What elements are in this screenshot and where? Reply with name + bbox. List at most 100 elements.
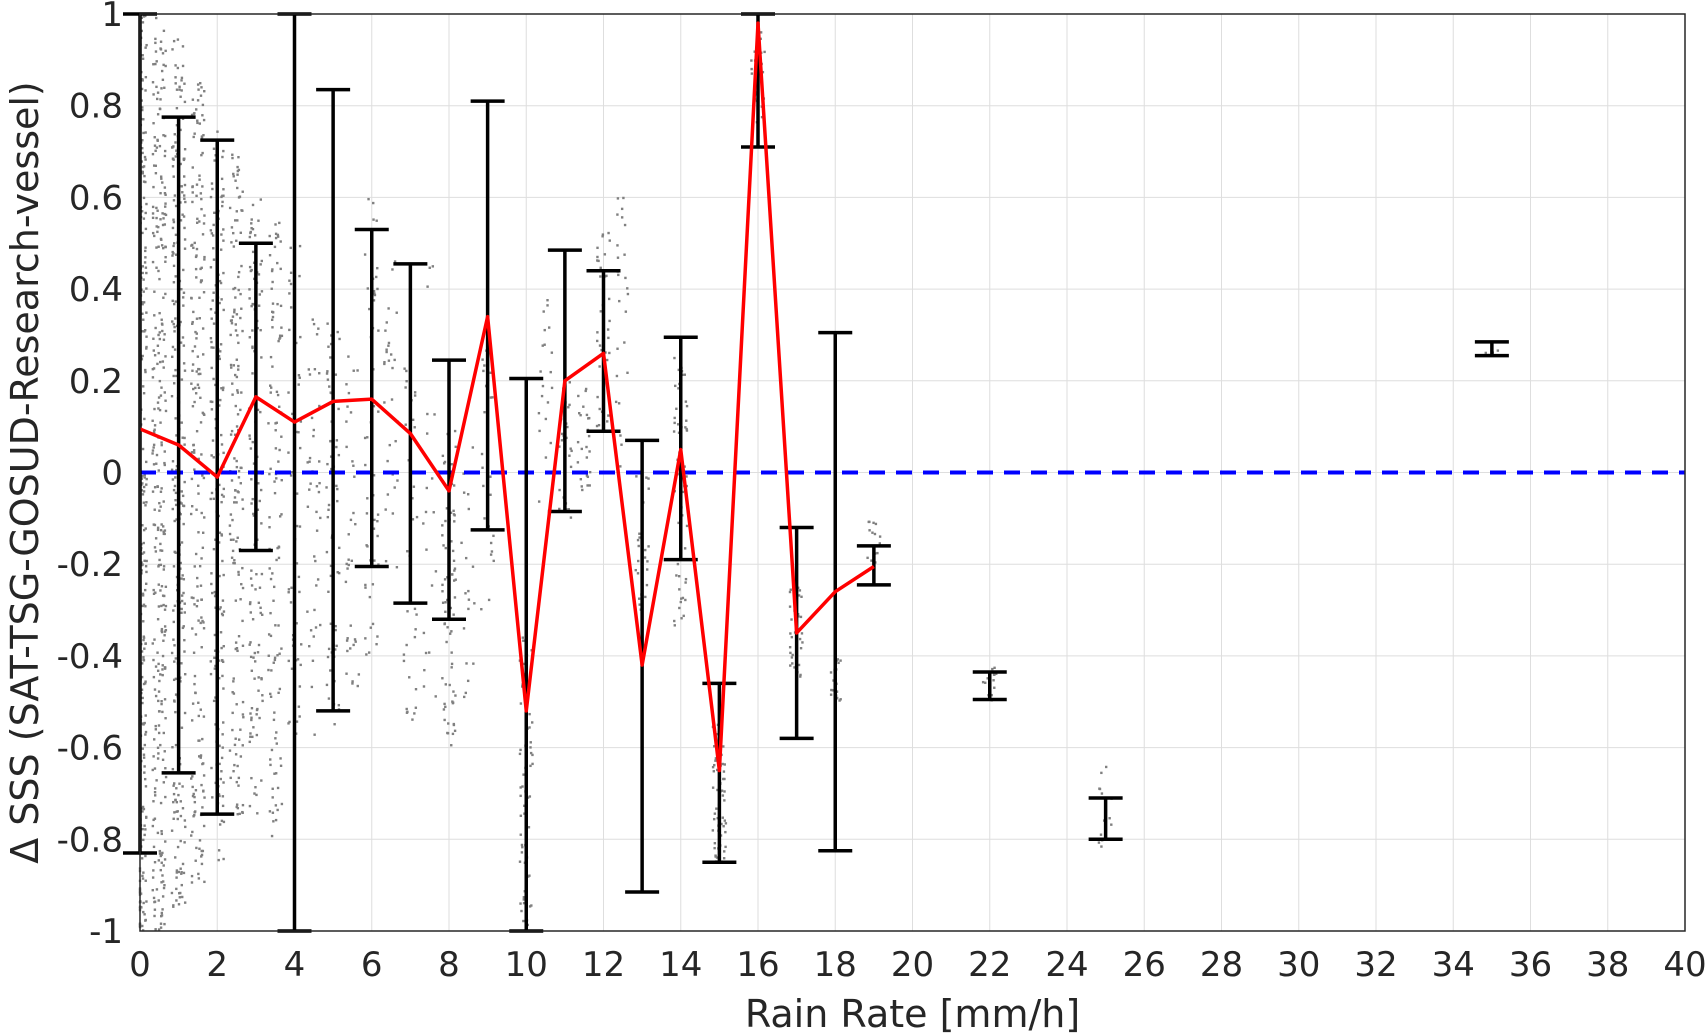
scatter-point <box>522 898 525 901</box>
scatter-point <box>154 50 158 53</box>
scatter-point <box>159 922 163 925</box>
scatter-point <box>172 374 175 378</box>
scatter-point <box>197 372 200 376</box>
scatter-point <box>157 859 161 862</box>
scatter-point <box>142 15 146 18</box>
scatter-point <box>349 647 352 650</box>
scatter-point <box>644 595 647 599</box>
scatter-point <box>202 774 206 777</box>
scatter-point <box>318 460 321 463</box>
scatter-point <box>685 404 689 408</box>
scatter-point <box>143 155 147 159</box>
scatter-point <box>760 115 764 119</box>
scatter-point <box>142 635 145 638</box>
scatter-point <box>1099 833 1103 836</box>
scatter-point <box>239 466 242 469</box>
scatter-point <box>154 794 157 797</box>
scatter-point <box>673 619 676 623</box>
scatter-point <box>299 420 303 423</box>
x-tick-label: 36 <box>1509 945 1552 985</box>
scatter-point <box>174 498 177 502</box>
scatter-point <box>202 762 205 765</box>
scatter-point <box>210 366 213 370</box>
scatter-point <box>387 307 390 310</box>
scatter-point <box>160 318 163 321</box>
scatter-point <box>182 504 185 507</box>
scatter-point <box>190 596 194 599</box>
scatter-point <box>600 348 603 352</box>
scatter-point <box>195 247 199 251</box>
scatter-point <box>442 544 445 547</box>
scatter-point <box>763 50 766 54</box>
scatter-point <box>141 552 144 555</box>
scatter-point <box>453 514 456 517</box>
scatter-point <box>221 559 224 563</box>
scatter-point <box>140 301 144 304</box>
scatter-point <box>142 290 145 293</box>
scatter-point <box>175 149 178 152</box>
scatter-point <box>520 843 524 847</box>
scatter-point <box>471 565 475 568</box>
scatter-point <box>209 337 213 340</box>
scatter-point <box>679 600 682 604</box>
scatter-point <box>308 373 312 376</box>
scatter-point <box>141 21 145 24</box>
scatter-point <box>272 599 275 602</box>
scatter-point <box>153 817 157 820</box>
scatter-point <box>616 244 619 247</box>
scatter-point <box>452 690 455 693</box>
scatter-point <box>626 287 629 290</box>
scatter-point <box>402 653 406 656</box>
scatter-point <box>173 644 176 647</box>
scatter-point <box>179 95 182 98</box>
scatter-point <box>220 659 224 662</box>
scatter-point <box>414 688 418 691</box>
scatter-point <box>153 767 157 770</box>
scatter-point <box>198 122 202 125</box>
scatter-point <box>173 699 176 702</box>
scatter-point <box>345 420 348 423</box>
scatter-point <box>275 731 278 734</box>
scatter-point <box>160 881 163 884</box>
scatter-point <box>179 219 183 222</box>
scatter-point <box>232 769 235 773</box>
scatter-point <box>200 855 203 858</box>
scatter-point <box>521 845 524 849</box>
scatter-point <box>603 253 607 256</box>
scatter-point <box>163 134 167 138</box>
scatter-point <box>141 747 144 750</box>
scatter-point <box>145 311 148 314</box>
scatter-point <box>569 465 573 469</box>
scatter-point <box>550 386 554 390</box>
scatter-point <box>327 590 330 593</box>
scatter-point <box>145 43 148 47</box>
scatter-point <box>172 800 175 804</box>
scatter-point <box>180 502 183 505</box>
scatter-point <box>145 271 148 275</box>
scatter-point <box>191 794 195 798</box>
scatter-point <box>723 777 726 781</box>
scatter-point <box>193 811 196 814</box>
scatter-point <box>200 616 203 619</box>
scatter-point <box>240 264 243 268</box>
scatter-point <box>346 637 349 640</box>
scatter-point <box>192 246 195 250</box>
scatter-point <box>213 656 216 659</box>
scatter-point <box>175 887 178 891</box>
scatter-point <box>256 812 259 815</box>
scatter-point <box>153 738 156 741</box>
scatter-point <box>175 434 178 437</box>
scatter-point <box>237 368 240 371</box>
scatter-point <box>287 591 290 594</box>
scatter-point <box>405 711 409 714</box>
scatter-point <box>791 662 794 665</box>
scatter-point <box>232 172 235 176</box>
scatter-point <box>306 461 309 464</box>
scatter-point <box>259 410 262 414</box>
scatter-point <box>569 516 573 519</box>
scatter-point <box>274 772 278 775</box>
scatter-point <box>142 682 146 686</box>
scatter-point <box>163 192 167 195</box>
scatter-point <box>144 730 148 734</box>
